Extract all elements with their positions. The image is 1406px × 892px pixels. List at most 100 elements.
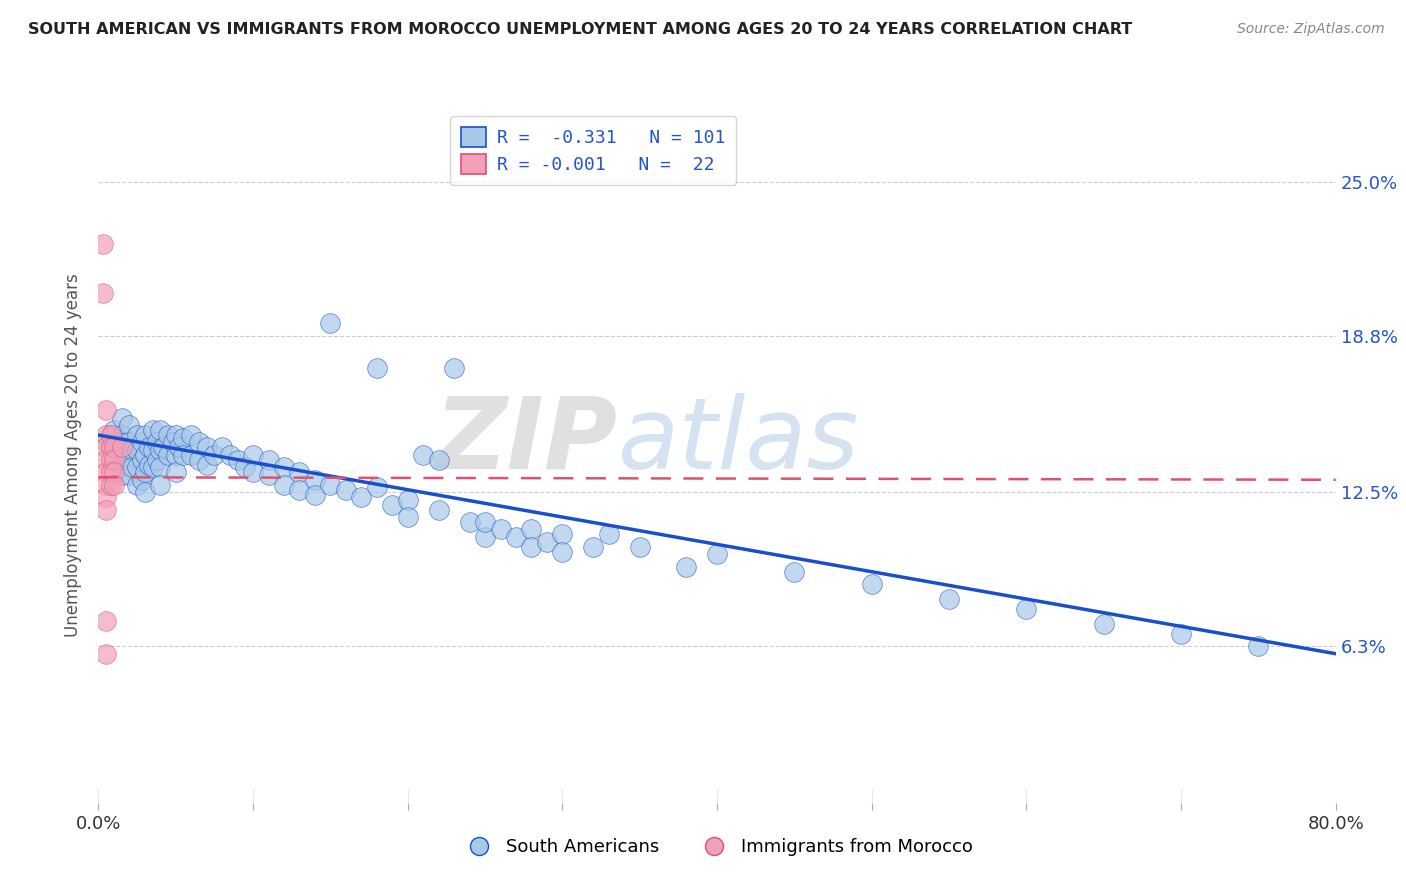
Point <box>167 441 190 455</box>
Point <box>152 441 174 455</box>
Point <box>103 448 125 462</box>
Point <box>505 530 527 544</box>
Point <box>381 498 404 512</box>
Point <box>118 453 141 467</box>
Point <box>551 527 574 541</box>
Point <box>103 441 125 455</box>
Point <box>146 435 169 450</box>
Point <box>366 361 388 376</box>
Point <box>115 435 138 450</box>
Point <box>91 236 114 251</box>
Point <box>138 458 160 472</box>
Point <box>226 453 249 467</box>
Point <box>134 448 156 462</box>
Point <box>180 448 202 462</box>
Point <box>96 466 118 480</box>
Point <box>204 448 226 462</box>
Point <box>396 510 419 524</box>
Point <box>142 442 165 457</box>
Point <box>458 515 481 529</box>
Legend: South Americans, Immigrants from Morocco: South Americans, Immigrants from Morocco <box>454 831 980 863</box>
Y-axis label: Unemployment Among Ages 20 to 24 years: Unemployment Among Ages 20 to 24 years <box>65 273 83 637</box>
Point <box>100 453 122 467</box>
Point <box>188 435 211 450</box>
Text: SOUTH AMERICAN VS IMMIGRANTS FROM MOROCCO UNEMPLOYMENT AMONG AGES 20 TO 24 YEARS: SOUTH AMERICAN VS IMMIGRANTS FROM MOROCC… <box>28 22 1132 37</box>
Point <box>127 477 149 491</box>
Point <box>1015 602 1038 616</box>
Point <box>536 535 558 549</box>
Point <box>115 453 138 467</box>
Point <box>111 442 134 457</box>
Text: ZIP: ZIP <box>434 392 619 490</box>
Point <box>598 527 620 541</box>
Point <box>149 423 172 437</box>
Text: atlas: atlas <box>619 392 859 490</box>
Point <box>157 448 180 462</box>
Point <box>273 460 295 475</box>
Point <box>103 477 125 491</box>
Point <box>142 423 165 437</box>
Point <box>96 615 118 629</box>
Point <box>146 453 169 467</box>
Point <box>675 559 697 574</box>
Point <box>100 428 122 442</box>
Point <box>96 435 118 450</box>
Point <box>335 483 357 497</box>
Point <box>474 530 496 544</box>
Point <box>242 466 264 480</box>
Point <box>427 453 450 467</box>
Point <box>121 460 143 475</box>
Point <box>1247 639 1270 653</box>
Point <box>96 477 118 491</box>
Point <box>111 467 134 482</box>
Point <box>96 441 118 455</box>
Point <box>235 460 257 475</box>
Point <box>131 473 153 487</box>
Point <box>103 423 125 437</box>
Point <box>938 592 960 607</box>
Point <box>111 410 134 425</box>
Point <box>100 466 122 480</box>
Point <box>91 286 114 301</box>
Point <box>100 428 122 442</box>
Point <box>288 466 311 480</box>
Point <box>165 428 187 442</box>
Point <box>195 458 218 472</box>
Point <box>783 565 806 579</box>
Point <box>111 453 134 467</box>
Point <box>111 441 134 455</box>
Point <box>211 441 233 455</box>
Point <box>138 441 160 455</box>
Point <box>149 442 172 457</box>
Point <box>180 428 202 442</box>
Point <box>103 453 125 467</box>
Point <box>118 418 141 433</box>
Point <box>319 477 342 491</box>
Point <box>319 316 342 330</box>
Point <box>127 428 149 442</box>
Point <box>195 441 218 455</box>
Text: Source: ZipAtlas.com: Source: ZipAtlas.com <box>1237 22 1385 37</box>
Point <box>162 435 184 450</box>
Point <box>188 453 211 467</box>
Point <box>111 428 134 442</box>
Point <box>131 435 153 450</box>
Point <box>157 428 180 442</box>
Point <box>273 477 295 491</box>
Point <box>304 473 326 487</box>
Point <box>105 435 128 450</box>
Point <box>412 448 434 462</box>
Point <box>165 448 187 462</box>
Point <box>127 442 149 457</box>
Point <box>173 448 195 462</box>
Point <box>127 460 149 475</box>
Point <box>96 453 118 467</box>
Point <box>131 453 153 467</box>
Point <box>96 428 118 442</box>
Point <box>173 431 195 445</box>
Point <box>96 490 118 504</box>
Point <box>350 490 373 504</box>
Point <box>219 448 242 462</box>
Point <box>304 488 326 502</box>
Point <box>551 545 574 559</box>
